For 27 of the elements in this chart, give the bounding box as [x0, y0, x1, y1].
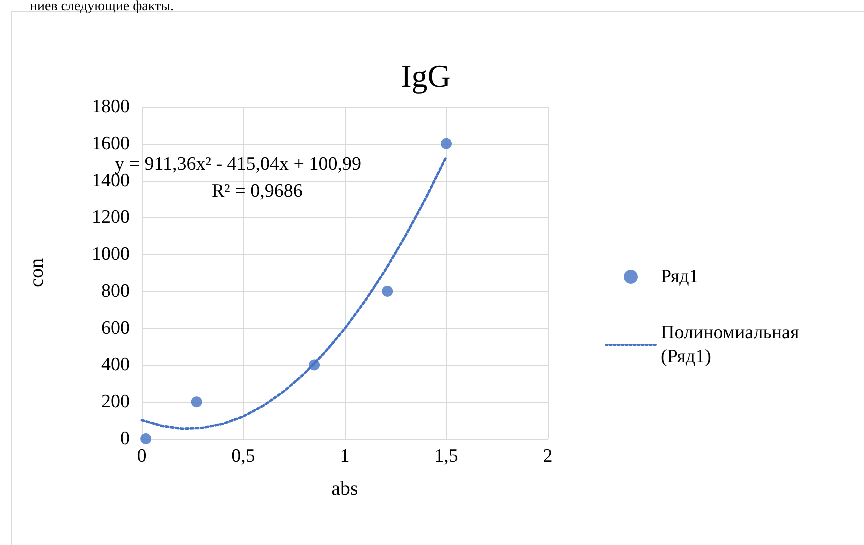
x-axis-title: abs [332, 478, 359, 500]
y-tick-label: 800 [102, 280, 130, 302]
y-tick-label: 1800 [92, 96, 130, 118]
y-tick-label: 200 [102, 392, 130, 413]
x-tick-label: 1,5 [434, 446, 458, 467]
point [441, 138, 452, 150]
legend-label: Ряд1 [661, 266, 699, 288]
y-tick-label: 1200 [92, 207, 130, 228]
x-tick-label: 2 [543, 446, 553, 467]
point [140, 434, 152, 444]
text: ниев следующие факты. [30, 0, 174, 14]
y-tick-label: 0 [120, 428, 130, 450]
annotation: y = 911,36x² - 415,04x + 100,99 [115, 154, 362, 175]
point [191, 396, 202, 408]
y-tick-label: 1600 [92, 133, 130, 154]
y-tick-label: 400 [102, 354, 130, 376]
x-tick-label: 0 [137, 446, 147, 467]
x-tick-label: 1 [340, 446, 350, 467]
chart-title: IgG [401, 58, 451, 94]
y-tick-label: 600 [102, 318, 130, 339]
y-tick-label: 1000 [92, 244, 130, 266]
annotation: R² = 0,9686 [212, 181, 303, 202]
point [382, 286, 394, 297]
y-axis-title: con [26, 258, 48, 288]
legend-label: Полиномиальная (Ряд1) [661, 322, 800, 368]
line-series [140, 156, 448, 430]
x-tick-label: 0,5 [232, 446, 256, 467]
